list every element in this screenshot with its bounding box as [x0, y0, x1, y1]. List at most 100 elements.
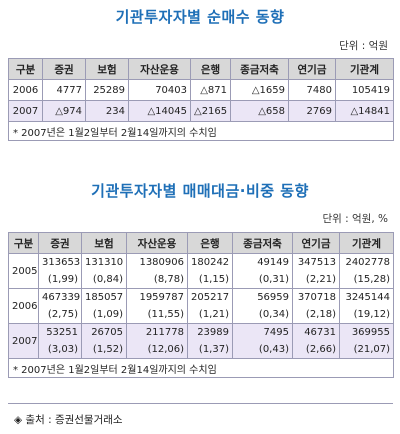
value-cell: 185057 (1,09) [81, 288, 127, 324]
share-value: (8,78) [153, 274, 184, 285]
year-cell: 2007 [8, 100, 43, 122]
amount-value: 205217 [191, 292, 230, 303]
share-value: (0,84) [92, 274, 123, 285]
amount-value: 347513 [297, 257, 336, 268]
share-value: (11,55) [147, 309, 184, 320]
amount-value: 49149 [257, 257, 289, 268]
share-value: (1,99) [47, 274, 78, 285]
value-cell: △1659 [230, 79, 289, 101]
year-cell: 2007 [8, 323, 39, 359]
value-cell: 180242 (1,15) [187, 253, 233, 289]
value-cell: 49149 (0,31) [232, 253, 293, 289]
share-value: (0,31) [258, 274, 289, 285]
column-header: 증권 [42, 58, 86, 80]
value-cell: 369955 (21,07) [339, 323, 394, 359]
column-header: 증권 [38, 232, 82, 254]
value-cell: 7480 [288, 79, 336, 101]
share-value: (2,21) [305, 274, 336, 285]
value-cell: △2165 [190, 100, 231, 122]
amount-value: 180242 [191, 257, 230, 268]
value-cell: 1959787 (11,55) [126, 288, 188, 324]
share-value: (2,66) [305, 344, 336, 355]
value-cell: 7495 (0,43) [232, 323, 293, 359]
share-value: (1,09) [92, 309, 123, 320]
column-header: 은행 [190, 58, 231, 80]
value-cell: 23989 (1,37) [187, 323, 233, 359]
share-value: (12,06) [147, 344, 184, 355]
table-header-row: 구분 증권 보험 자산운용 은행 종금저축 연기금 기관계 [8, 232, 394, 254]
value-cell: 2402778 (15,28) [339, 253, 394, 289]
value-cell: 347513 (2,21) [292, 253, 340, 289]
note-row: * 2007년은 1월2일부터 2월14일까지의 수치임 [8, 358, 394, 378]
table2-title: 기관투자자별 매매대금·비중 동향 [91, 182, 309, 200]
value-cell: 56959 (0,34) [232, 288, 293, 324]
value-cell: 25289 [85, 79, 129, 101]
value-cell: 370718 (2,18) [292, 288, 340, 324]
value-cell: 4777 [42, 79, 86, 101]
value-cell: 46731 (2,66) [292, 323, 340, 359]
column-header: 자산운용 [128, 58, 191, 80]
amount-value: 131310 [85, 257, 124, 268]
value-cell: 3245144 (19,12) [339, 288, 394, 324]
table-row: 2006 467339 (2,75) 185057 (1,09) 1959787 (11,5… [8, 288, 394, 324]
trading-volume-table: 구분 증권 보험 자산운용 은행 종금저축 연기금 기관계 2005 313653 (1,99) 1… [8, 232, 394, 378]
column-header: 종금저축 [230, 58, 289, 80]
share-value: (1,21) [198, 309, 229, 320]
column-header: 구분 [8, 58, 43, 80]
share-value: (1,37) [198, 344, 229, 355]
amount-value: 56959 [257, 292, 289, 303]
divider [8, 403, 393, 404]
amount-value: 7495 [263, 327, 289, 338]
value-cell: 2769 [288, 100, 336, 122]
column-header: 기관계 [339, 232, 394, 254]
value-cell: 131310 (0,84) [81, 253, 127, 289]
column-header: 보험 [85, 58, 129, 80]
share-value: (0,43) [258, 344, 289, 355]
value-cell: 26705 (1,52) [81, 323, 127, 359]
value-cell: 234 [85, 100, 129, 122]
amount-value: 23989 [197, 327, 229, 338]
value-cell: △658 [230, 100, 289, 122]
footnote: * 2007년은 1월2일부터 2월14일까지의 수치임 [8, 358, 394, 378]
share-value: (3,03) [47, 344, 78, 355]
column-header: 자산운용 [126, 232, 188, 254]
year-cell: 2006 [8, 288, 39, 324]
amount-value: 53251 [46, 327, 78, 338]
amount-value: 370718 [297, 292, 336, 303]
share-value: (1,15) [198, 274, 229, 285]
table-row: 2007 53251 (3,03) 26705 (1,52) 211778 (12,06) 2… [8, 323, 394, 359]
column-header: 연기금 [292, 232, 340, 254]
note-row: * 2007년은 1월2일부터 2월14일까지의 수치임 [8, 121, 394, 141]
table-header-row: 구분 증권 보험 자산운용 은행 종금저축 연기금 기관계 [8, 58, 394, 80]
year-cell: 2006 [8, 79, 43, 101]
column-header: 종금저축 [232, 232, 293, 254]
amount-value: 1380906 [139, 257, 184, 268]
column-header: 기관계 [335, 58, 394, 80]
value-cell: 70403 [128, 79, 191, 101]
amount-value: 185057 [85, 292, 124, 303]
value-cell: 313653 (1,99) [38, 253, 82, 289]
value-cell: △14841 [335, 100, 394, 122]
value-cell: 53251 (3,03) [38, 323, 82, 359]
amount-value: 2402778 [345, 257, 390, 268]
value-cell: 467339 (2,75) [38, 288, 82, 324]
value-cell: △871 [190, 79, 231, 101]
value-cell: 105419 [335, 79, 394, 101]
column-header: 구분 [8, 232, 39, 254]
table-row: 2005 313653 (1,99) 131310 (0,84) 1380906 (8,78… [8, 253, 394, 289]
share-value: (15,28) [353, 274, 390, 285]
share-value: (19,12) [353, 309, 390, 320]
table1-title: 기관투자자별 순매수 동향 [115, 8, 285, 26]
share-value: (1,52) [92, 344, 123, 355]
source-note: ◈ 출처 : 증권선물거래소 [14, 414, 123, 426]
value-cell: 205217 (1,21) [187, 288, 233, 324]
share-value: (2,75) [47, 309, 78, 320]
column-header: 연기금 [288, 58, 336, 80]
net-buying-table: 구분 증권 보험 자산운용 은행 종금저축 연기금 기관계 2006 4777 25289 7040… [8, 58, 394, 141]
amount-value: 467339 [42, 292, 81, 303]
share-value: (21,07) [353, 344, 390, 355]
column-header: 보험 [81, 232, 127, 254]
footnote: * 2007년은 1월2일부터 2월14일까지의 수치임 [8, 121, 394, 141]
table-row: 2007 △974 234 △14045 △2165 △658 2769 △14841 [8, 100, 394, 122]
value-cell: 211778 (12,06) [126, 323, 188, 359]
